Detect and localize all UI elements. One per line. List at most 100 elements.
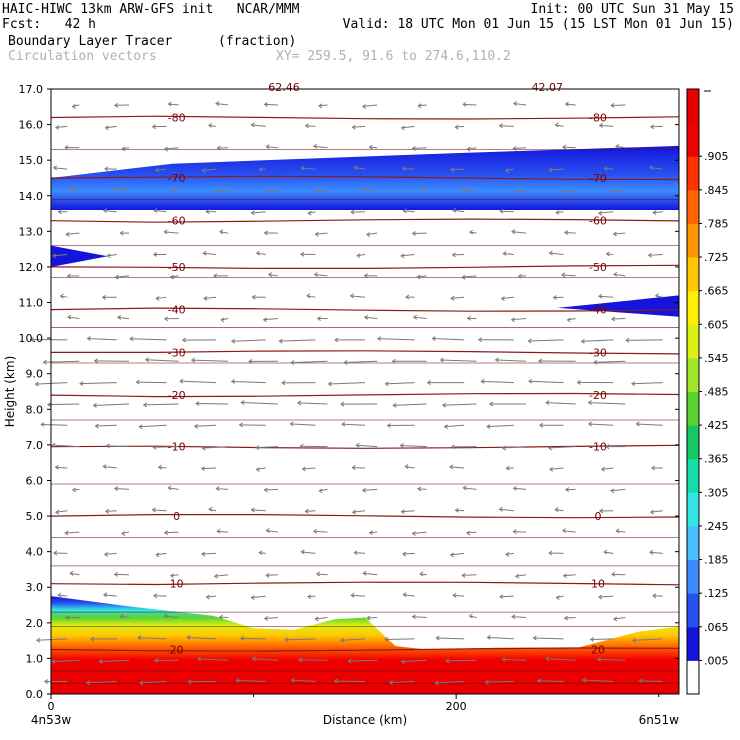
y-tick-label: 4.0: [26, 546, 44, 559]
temperature-contour-label: -70: [589, 172, 607, 185]
circulation-vector-head: [51, 442, 56, 448]
y-tick-label: 14.0: [19, 190, 44, 203]
temperature-contour-label: -80: [168, 111, 186, 124]
circulation-vector: [51, 659, 80, 662]
tracer-left-tongue: [51, 245, 108, 267]
circulation-vector-head: [404, 464, 409, 469]
circulation-vector: [266, 574, 278, 576]
circulation-vector: [548, 446, 576, 449]
circulation-vector-head: [498, 506, 503, 512]
circulation-vector-head: [121, 146, 126, 152]
circulation-vector-head: [301, 466, 306, 472]
circulation-vector-head: [267, 272, 273, 277]
circulation-vector-head: [401, 166, 406, 171]
circulation-vector-head: [327, 381, 332, 387]
circulation-vector-head: [654, 293, 660, 299]
circulation-vector: [366, 232, 378, 236]
circulation-vector: [511, 318, 527, 321]
circulation-vector: [65, 531, 80, 534]
circulation-vector-head: [504, 168, 509, 173]
plot-frame: [50, 88, 680, 695]
circulation-vector-head: [515, 188, 520, 194]
circulation-vector: [180, 380, 217, 384]
circulation-vector-head: [251, 656, 256, 662]
circulation-vector-head: [216, 528, 221, 534]
circulation-vector-head: [251, 294, 256, 300]
circulation-vector: [364, 316, 378, 320]
circulation-vector: [432, 338, 465, 341]
circulation-vector-head: [512, 485, 517, 491]
circulation-vector: [604, 167, 614, 170]
y-tick-label: 15.0: [19, 154, 44, 167]
circulation-vector-head: [116, 315, 122, 320]
colorbar-swatch: [687, 391, 699, 426]
colorbar-swatch: [687, 223, 699, 258]
circulation-vector: [143, 403, 179, 406]
circulation-vector: [444, 424, 465, 428]
circulation-vector-head: [603, 549, 608, 555]
colorbar-swatch: [687, 89, 699, 124]
temperature-contour-label: 0: [173, 510, 180, 523]
circulation-vector-head: [611, 571, 616, 577]
circulation-vector: [615, 145, 626, 149]
circulation-vector: [563, 574, 576, 577]
circulation-vector-head: [113, 186, 118, 192]
circulation-vector: [401, 253, 415, 257]
temperature-contour-label: -70: [168, 172, 186, 185]
circulation-vector-head: [400, 659, 405, 665]
circulation-vector-head: [152, 252, 158, 257]
circulation-vector-head: [416, 274, 421, 280]
circulation-vector: [565, 103, 576, 106]
circulation-vector-head: [201, 168, 206, 173]
circulation-vector-head: [401, 551, 407, 557]
circulation-vector-head: [195, 401, 200, 406]
circulation-vector: [105, 510, 117, 512]
circulation-vector-head: [350, 209, 355, 215]
circulation-vector-head: [461, 572, 466, 578]
circulation-vector-head: [411, 231, 416, 236]
circulation-vector-head: [347, 658, 352, 664]
circulation-vector: [164, 231, 179, 234]
circulation-vector: [216, 488, 229, 490]
circulation-vector: [555, 124, 564, 127]
circulation-vector: [549, 168, 564, 171]
circulation-vector: [152, 509, 167, 512]
circulation-vector: [168, 103, 179, 106]
circulation-vector-head: [402, 208, 407, 214]
circulation-vector-head: [445, 658, 450, 664]
circulation-vector-head: [353, 165, 358, 171]
circulation-vector-head: [297, 657, 303, 663]
circulation-vector-head: [263, 616, 268, 621]
temperature-contour-label: 0: [594, 510, 601, 523]
circulation-vector: [264, 103, 278, 106]
circulation-vector: [251, 124, 266, 127]
circulation-vector-head: [167, 485, 172, 491]
circulation-vector-head: [552, 295, 557, 301]
circulation-vector-head: [480, 378, 485, 384]
circulation-vector: [403, 210, 415, 213]
circulation-vector-head: [587, 400, 592, 406]
circulation-vector: [613, 232, 626, 235]
circulation-vector: [463, 103, 477, 106]
circulation-vector-head: [54, 509, 60, 515]
circulation-vector-head: [434, 680, 439, 686]
circulation-vector: [217, 530, 229, 533]
circulation-vector-head: [548, 466, 554, 472]
circulation-vector: [103, 594, 117, 597]
circulation-vector: [70, 572, 80, 576]
circulation-vector-head: [250, 210, 255, 216]
circulation-vector-head: [300, 165, 305, 171]
circulation-vector: [362, 104, 378, 108]
circulation-vector-head: [615, 143, 620, 149]
circulation-vector-head: [341, 421, 346, 427]
header-init: Init: 00 UTC Sun 31 May 15: [530, 2, 735, 17]
y-tick-label: 9.0: [26, 368, 44, 381]
x-start-label: 4n53w: [31, 713, 72, 727]
circulation-vector-head: [400, 253, 405, 259]
circulation-vector: [158, 466, 167, 469]
circulation-vector-head: [486, 424, 491, 429]
circulation-vector: [214, 189, 229, 193]
circulation-vector-head: [555, 595, 560, 601]
circulation-vector-head: [392, 402, 397, 408]
circulation-vector: [164, 615, 179, 618]
